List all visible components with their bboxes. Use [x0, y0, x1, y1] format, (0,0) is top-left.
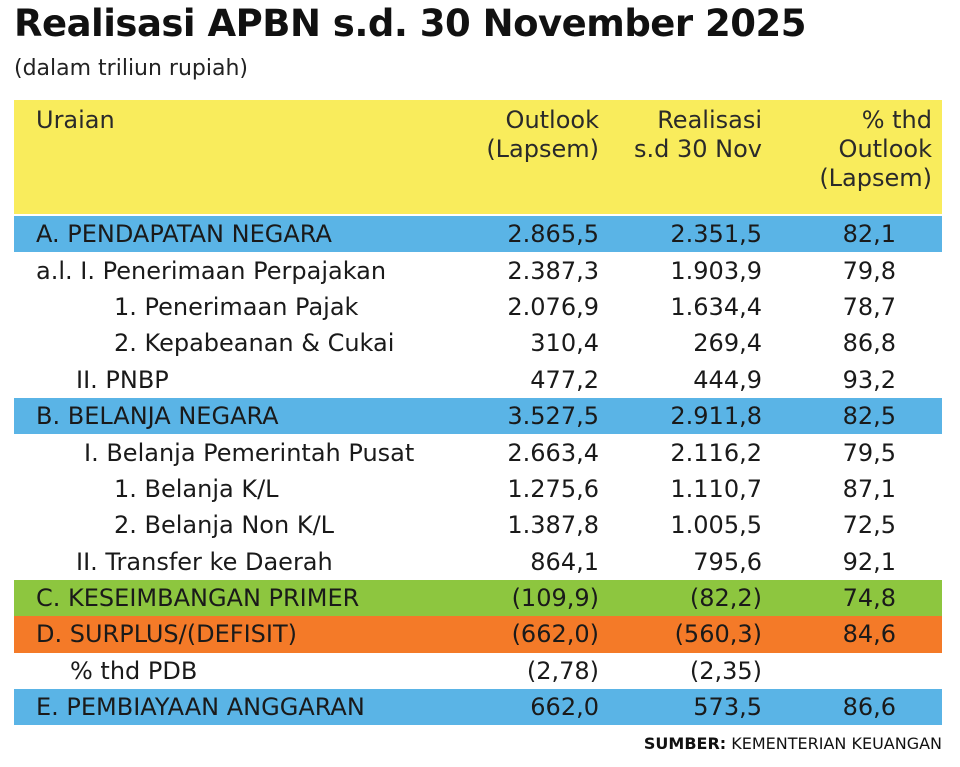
- data-table: Uraian Outlook (Lapsem) Realisasi s.d 30…: [14, 100, 942, 726]
- row-label: I. Belanja Pemerintah Pusat: [84, 438, 415, 467]
- row-label: II. PNBP: [76, 365, 169, 394]
- cell-outlook: 2.387,3: [507, 256, 599, 285]
- header-pct: % thd Outlook (Lapsem): [819, 106, 932, 193]
- header-outlook-line-2: (Lapsem): [486, 135, 599, 163]
- row-label: B. BELANJA NEGARA: [36, 402, 279, 431]
- cell-realisasi: 444,9: [693, 365, 762, 394]
- cell-outlook: 1.387,8: [507, 511, 599, 540]
- cell-pct: 92,1: [842, 547, 896, 576]
- table-row: a.l. I. Penerimaan Perpajakan 2.387,3 1.90…: [14, 252, 942, 288]
- table-row: II. Transfer ke Daerah 864,1 795,6 92,1: [14, 544, 942, 580]
- header-pct-line-2: Outlook: [838, 135, 932, 163]
- table-body: A. PENDAPATAN NEGARA 2.865,5 2.351,5 82,1 a.…: [14, 216, 942, 726]
- row-label: D. SURPLUS/(DEFISIT): [36, 620, 297, 649]
- row-label: % thd PDB: [70, 656, 198, 685]
- row-label: A. PENDAPATAN NEGARA: [36, 220, 332, 249]
- cell-pct: 74,8: [842, 584, 896, 613]
- cell-pct: 93,2: [842, 365, 896, 394]
- chart-title: Realisasi APBN s.d. 30 November 2025: [14, 2, 807, 45]
- header-pct-line-1: % thd: [861, 106, 932, 134]
- cell-pct: 86,8: [842, 329, 896, 358]
- cell-outlook: (662,0): [511, 620, 599, 649]
- source-note: SUMBER: KEMENTERIAN KEUANGAN: [644, 734, 942, 753]
- cell-pct: 72,5: [842, 511, 896, 540]
- cell-pct: 82,5: [842, 402, 896, 431]
- cell-pct: 82,1: [842, 220, 896, 249]
- header-realisasi-line-1: Realisasi: [657, 106, 762, 134]
- header-realisasi: Realisasi s.d 30 Nov: [634, 106, 762, 164]
- cell-outlook: 2.865,5: [507, 220, 599, 249]
- row-label: 1. Penerimaan Pajak: [114, 292, 359, 321]
- cell-realisasi: (82,2): [689, 584, 762, 613]
- table-row: I. Belanja Pemerintah Pusat 2.663,4 2.116,…: [14, 434, 942, 470]
- cell-pct: 79,8: [842, 256, 896, 285]
- chart-subtitle: (dalam triliun rupiah): [14, 56, 249, 81]
- cell-realisasi: 2.351,5: [670, 220, 762, 249]
- cell-realisasi: 1.005,5: [670, 511, 762, 540]
- cell-outlook: (2,78): [526, 656, 599, 685]
- cell-pct: 87,1: [842, 474, 896, 503]
- header-outlook: Outlook (Lapsem): [486, 106, 599, 164]
- header-uraian: Uraian: [36, 106, 115, 135]
- row-label: a.l. I. Penerimaan Perpajakan: [36, 256, 387, 285]
- cell-outlook: 310,4: [530, 329, 599, 358]
- table-row: 2. Kepabeanan & Cukai 310,4 269,4 86,8: [14, 325, 942, 361]
- table-row: 2. Belanja Non K/L 1.387,8 1.005,5 72,5: [14, 507, 942, 543]
- cell-outlook: 477,2: [530, 365, 599, 394]
- header-uraian-line: Uraian: [36, 106, 115, 134]
- header-gap: [14, 214, 942, 216]
- cell-outlook: 662,0: [530, 693, 599, 722]
- cell-realisasi: 573,5: [693, 693, 762, 722]
- row-label: C. KESEIMBANGAN PRIMER: [36, 584, 360, 613]
- cell-realisasi: 795,6: [693, 547, 762, 576]
- cell-outlook: 2.663,4: [507, 438, 599, 467]
- table-row: E. PEMBIAYAAN ANGGARAN 662,0 573,5 86,6: [14, 689, 942, 726]
- cell-realisasi: (560,3): [674, 620, 762, 649]
- cell-pct: 84,6: [842, 620, 896, 649]
- table-row: C. KESEIMBANGAN PRIMER (109,9) (82,2) 74,8: [14, 579, 942, 617]
- cell-realisasi: 1.634,4: [670, 292, 762, 321]
- table-row: 1. Belanja K/L 1.275,6 1.110,7 87,1: [14, 471, 942, 507]
- cell-pct: 79,5: [842, 438, 896, 467]
- cell-realisasi: 2.116,2: [670, 438, 762, 467]
- cell-outlook: 864,1: [530, 547, 599, 576]
- cell-realisasi: 2.911,8: [670, 402, 762, 431]
- header-realisasi-line-2: s.d 30 Nov: [633, 135, 762, 163]
- header-pct-line-3: (Lapsem): [819, 164, 932, 192]
- row-label: 1. Belanja K/L: [114, 474, 279, 503]
- cell-pct: 86,6: [842, 693, 896, 722]
- cell-realisasi: 269,4: [693, 329, 762, 358]
- table-row: 1. Penerimaan Pajak 2.076,9 1.634,4 78,7: [14, 289, 942, 325]
- table-row: A. PENDAPATAN NEGARA 2.865,5 2.351,5 82,1: [14, 216, 942, 253]
- table-row: II. PNBP 477,2 444,9 93,2: [14, 362, 942, 398]
- table-header: Uraian Outlook (Lapsem) Realisasi s.d 30…: [14, 100, 942, 214]
- cell-pct: 78,7: [842, 292, 896, 321]
- row-label: II. Transfer ke Daerah: [76, 547, 333, 576]
- cell-outlook: (109,9): [511, 584, 599, 613]
- cell-realisasi: 1.110,7: [670, 474, 762, 503]
- cell-outlook: 1.275,6: [507, 474, 599, 503]
- cell-outlook: 3.527,5: [507, 402, 599, 431]
- source-text: KEMENTERIAN KEUANGAN: [726, 734, 942, 753]
- cell-realisasi: (2,35): [689, 656, 762, 685]
- table-row: B. BELANJA NEGARA 3.527,5 2.911,8 82,5: [14, 397, 942, 435]
- header-outlook-line-1: Outlook: [505, 106, 599, 134]
- table-row: % thd PDB (2,78) (2,35): [14, 653, 942, 689]
- cell-realisasi: 1.903,9: [670, 256, 762, 285]
- table-row: D. SURPLUS/(DEFISIT) (662,0) (560,3) 84,6: [14, 616, 942, 653]
- source-prefix: SUMBER:: [643, 734, 727, 753]
- row-label: E. PEMBIAYAAN ANGGARAN: [36, 693, 365, 722]
- cell-outlook: 2.076,9: [507, 292, 599, 321]
- row-label: 2. Kepabeanan & Cukai: [114, 329, 395, 358]
- row-label: 2. Belanja Non K/L: [114, 511, 335, 540]
